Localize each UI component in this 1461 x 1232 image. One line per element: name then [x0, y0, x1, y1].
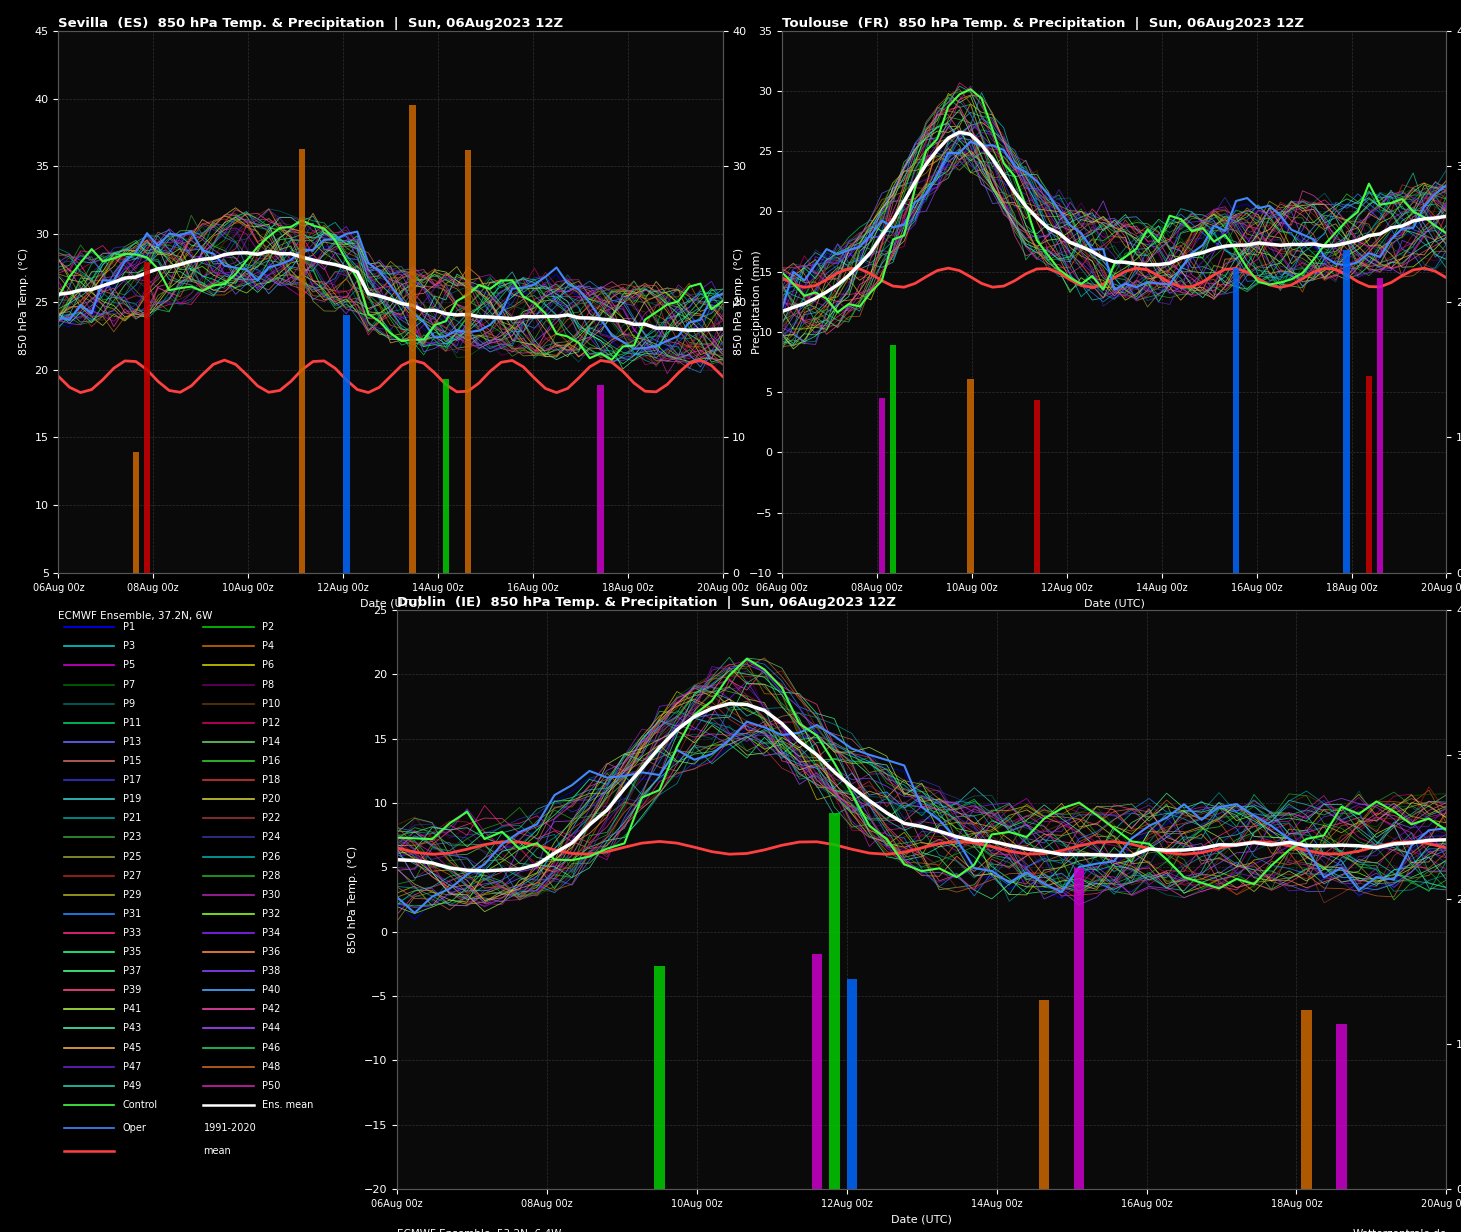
- Text: P41: P41: [123, 1004, 140, 1014]
- Text: Wetterzentrale.de: Wetterzentrale.de: [1353, 1230, 1446, 1232]
- Bar: [1337, 1024, 1347, 1189]
- Text: mean: mean: [203, 1146, 231, 1156]
- Text: P29: P29: [123, 890, 140, 899]
- Text: P37: P37: [123, 966, 140, 976]
- Text: P44: P44: [262, 1024, 281, 1034]
- Text: P17: P17: [123, 775, 140, 785]
- Text: P14: P14: [262, 737, 281, 747]
- Text: P13: P13: [123, 737, 140, 747]
- Text: P15: P15: [123, 756, 140, 766]
- Text: P6: P6: [262, 660, 275, 670]
- Text: P43: P43: [123, 1024, 140, 1034]
- Text: P19: P19: [123, 795, 140, 804]
- Text: P5: P5: [123, 660, 134, 670]
- Text: 1991-2020: 1991-2020: [203, 1122, 256, 1133]
- Y-axis label: 850 hPa Temp. (°C): 850 hPa Temp. (°C): [348, 846, 358, 952]
- Text: P11: P11: [123, 718, 140, 728]
- Bar: [1233, 269, 1239, 573]
- Text: P39: P39: [123, 986, 140, 995]
- Text: P24: P24: [262, 833, 281, 843]
- Bar: [598, 384, 603, 573]
- Text: P28: P28: [262, 871, 281, 881]
- Bar: [1366, 376, 1372, 573]
- Text: Oper: Oper: [123, 1122, 146, 1133]
- Text: P42: P42: [262, 1004, 281, 1014]
- Bar: [878, 398, 885, 573]
- Text: P32: P32: [262, 909, 281, 919]
- Text: Control: Control: [123, 1100, 158, 1110]
- Text: P12: P12: [262, 718, 281, 728]
- Text: P10: P10: [262, 699, 281, 708]
- Bar: [846, 979, 858, 1189]
- Y-axis label: 850 hPa Temp. (°C): 850 hPa Temp. (°C): [19, 249, 29, 355]
- Text: P2: P2: [262, 622, 275, 632]
- Bar: [1302, 1010, 1312, 1189]
- Text: P27: P27: [123, 871, 142, 881]
- Bar: [409, 106, 416, 573]
- Bar: [828, 813, 840, 1189]
- X-axis label: Date (UTC): Date (UTC): [359, 599, 421, 609]
- Text: P33: P33: [123, 928, 140, 938]
- Text: P34: P34: [262, 928, 281, 938]
- Bar: [343, 315, 349, 573]
- Text: P16: P16: [262, 756, 281, 766]
- Text: P48: P48: [262, 1062, 281, 1072]
- Text: P7: P7: [123, 680, 134, 690]
- Bar: [443, 379, 449, 573]
- Text: P36: P36: [262, 947, 281, 957]
- Text: P31: P31: [123, 909, 140, 919]
- Text: P30: P30: [262, 890, 281, 899]
- Text: P22: P22: [262, 813, 281, 823]
- Bar: [298, 149, 305, 573]
- Text: P40: P40: [262, 986, 281, 995]
- Bar: [1033, 400, 1040, 573]
- Text: P4: P4: [262, 642, 275, 652]
- Bar: [1074, 867, 1084, 1189]
- Text: P35: P35: [123, 947, 140, 957]
- Text: Wetterzentrale.de: Wetterzentrale.de: [628, 611, 723, 621]
- Bar: [143, 262, 150, 573]
- Text: P46: P46: [262, 1042, 281, 1052]
- Text: P49: P49: [123, 1080, 140, 1090]
- Bar: [890, 345, 896, 573]
- Text: P21: P21: [123, 813, 140, 823]
- Bar: [1039, 1000, 1049, 1189]
- Bar: [465, 150, 472, 573]
- Y-axis label: 850 hPa Temp. (°C): 850 hPa Temp. (°C): [733, 249, 744, 355]
- Text: P26: P26: [262, 851, 281, 861]
- Bar: [812, 954, 823, 1189]
- X-axis label: Date (UTC): Date (UTC): [1084, 599, 1145, 609]
- Bar: [1344, 250, 1350, 573]
- X-axis label: Date (UTC): Date (UTC): [891, 1215, 953, 1225]
- Text: P18: P18: [262, 775, 281, 785]
- Text: P1: P1: [123, 622, 134, 632]
- Text: P25: P25: [123, 851, 142, 861]
- Text: ECMWF Ensemble, 53.2N, 6.4W: ECMWF Ensemble, 53.2N, 6.4W: [397, 1230, 561, 1232]
- Text: Ens. mean: Ens. mean: [262, 1100, 314, 1110]
- Text: P20: P20: [262, 795, 281, 804]
- Y-axis label: Precipitation (mm): Precipitation (mm): [752, 250, 763, 354]
- Text: P47: P47: [123, 1062, 140, 1072]
- Bar: [1376, 278, 1384, 573]
- Text: Sevilla  (ES)  850 hPa Temp. & Precipitation  |  Sun, 06Aug2023 12Z: Sevilla (ES) 850 hPa Temp. & Precipitati…: [58, 17, 564, 30]
- Text: Wetterzentrale.de: Wetterzentrale.de: [1353, 611, 1446, 621]
- Text: P45: P45: [123, 1042, 140, 1052]
- Text: Dublin  (IE)  850 hPa Temp. & Precipitation  |  Sun, 06Aug2023 12Z: Dublin (IE) 850 hPa Temp. & Precipitatio…: [397, 596, 896, 609]
- Text: P9: P9: [123, 699, 134, 708]
- Bar: [655, 966, 665, 1189]
- Text: P8: P8: [262, 680, 275, 690]
- Text: P38: P38: [262, 966, 281, 976]
- Text: ECMWF Ensemble, 37.2N, 6W: ECMWF Ensemble, 37.2N, 6W: [58, 611, 213, 621]
- Bar: [967, 379, 974, 573]
- Text: P3: P3: [123, 642, 134, 652]
- Text: ECMWF Ensemble, 43.6N, 1.6E: ECMWF Ensemble, 43.6N, 1.6E: [782, 611, 942, 621]
- Text: Toulouse  (FR)  850 hPa Temp. & Precipitation  |  Sun, 06Aug2023 12Z: Toulouse (FR) 850 hPa Temp. & Precipitat…: [782, 17, 1305, 30]
- Bar: [133, 452, 139, 573]
- Text: P50: P50: [262, 1080, 281, 1090]
- Text: P23: P23: [123, 833, 140, 843]
